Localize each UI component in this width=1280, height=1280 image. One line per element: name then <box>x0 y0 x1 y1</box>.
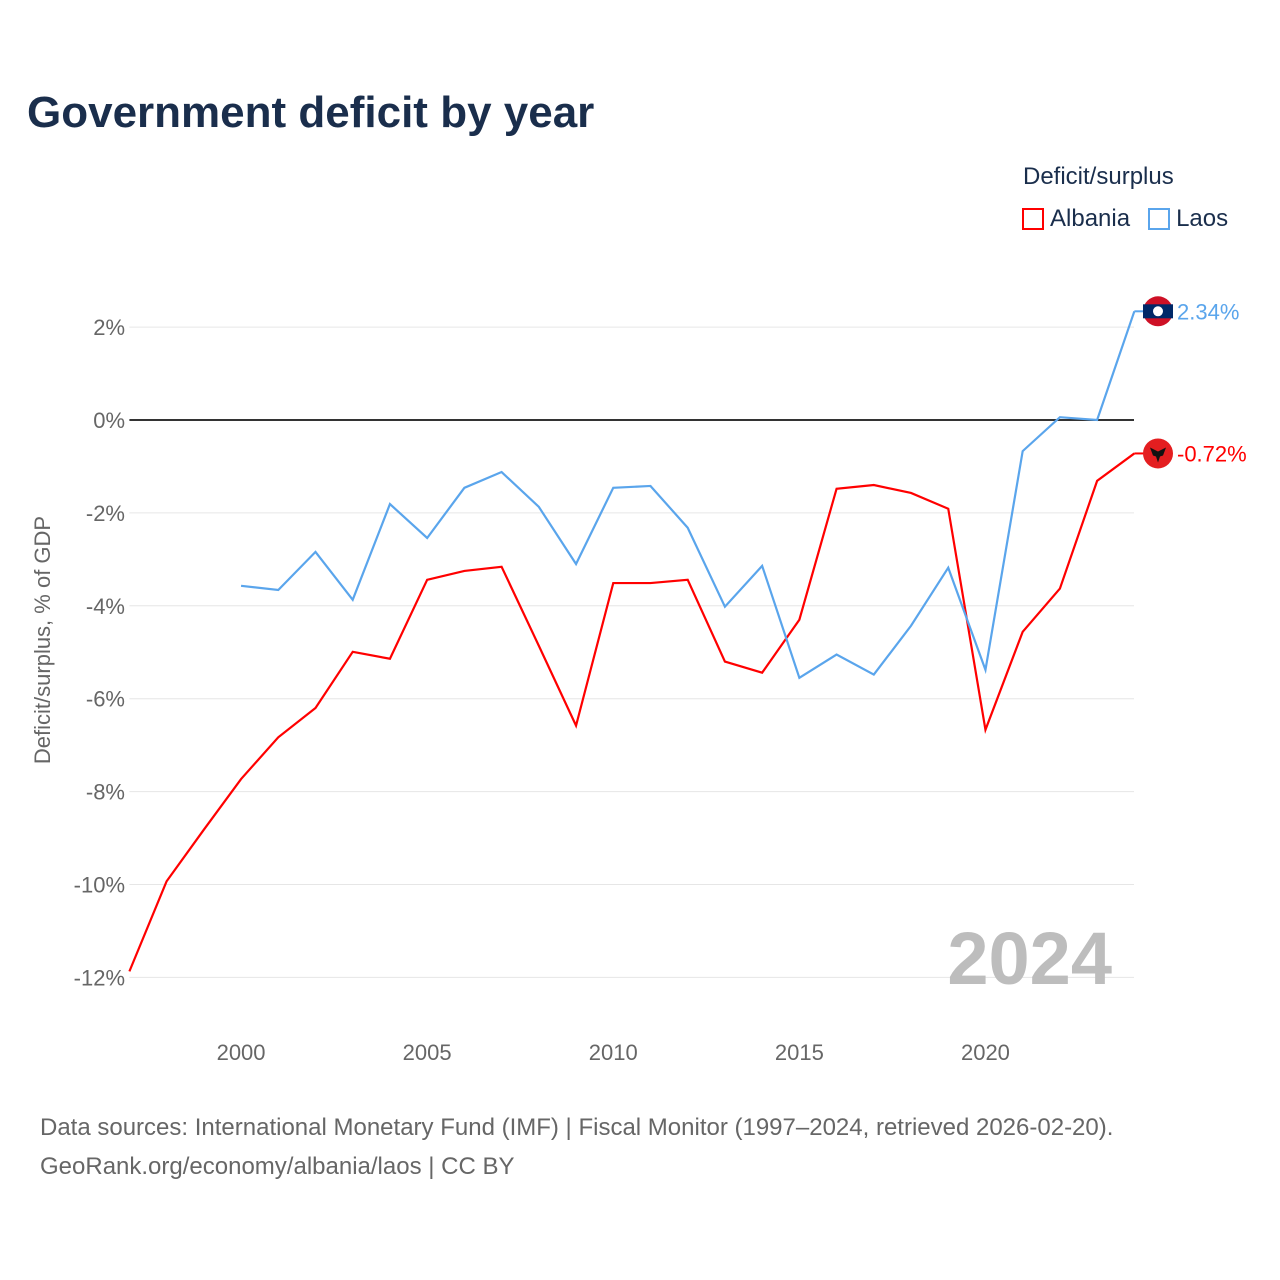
legend-item-albania[interactable]: Albania <box>1022 205 1130 233</box>
chart-title: Government deficit by year <box>27 88 595 137</box>
legend-label-laos: Laos <box>1176 205 1229 232</box>
x-tick-label: 2000 <box>217 1040 266 1065</box>
legend-item-laos[interactable]: Laos <box>1148 205 1228 233</box>
y-tick-label: -8% <box>86 780 125 805</box>
y-tick-label: -6% <box>86 687 125 712</box>
legend-swatch-albania <box>1022 208 1044 230</box>
y-tick-label: -4% <box>86 594 125 619</box>
year-watermark: 2024 <box>947 917 1112 1000</box>
series-line-laos <box>240 310 1136 680</box>
source-line-1: Data sources: International Monetary Fun… <box>40 1114 1114 1141</box>
source-note: Data sources: International Monetary Fun… <box>40 1108 1113 1186</box>
laos-flag-disc <box>1153 306 1163 317</box>
x-tick-label: 2010 <box>589 1040 638 1065</box>
legend-swatch-laos <box>1148 208 1171 230</box>
legend-title: Deficit/surplus <box>1023 163 1174 190</box>
source-line-2[interactable]: GeoRank.org/economy/albania/laos | CC BY <box>40 1153 515 1180</box>
x-tick-label: 2020 <box>961 1040 1010 1065</box>
y-tick-label: -2% <box>86 501 125 526</box>
end-value-label-albania: -0.72% <box>1177 441 1247 466</box>
x-tick-label: 2005 <box>403 1040 452 1065</box>
y-tick-label: 0% <box>93 408 125 433</box>
y-axis-label: Deficit/surplus, % of GDP <box>30 516 55 764</box>
albania-eagle-icon <box>1150 447 1166 463</box>
y-tick-label: -12% <box>74 965 125 990</box>
x-tick-label: 2015 <box>775 1040 824 1065</box>
series-line-albania <box>128 452 1135 972</box>
legend: Albania Laos <box>1022 205 1228 233</box>
y-tick-label: 2% <box>93 315 125 340</box>
y-tick-label: -10% <box>74 873 125 898</box>
end-value-label-laos: 2.34% <box>1177 299 1239 324</box>
legend-label-albania: Albania <box>1050 205 1131 232</box>
